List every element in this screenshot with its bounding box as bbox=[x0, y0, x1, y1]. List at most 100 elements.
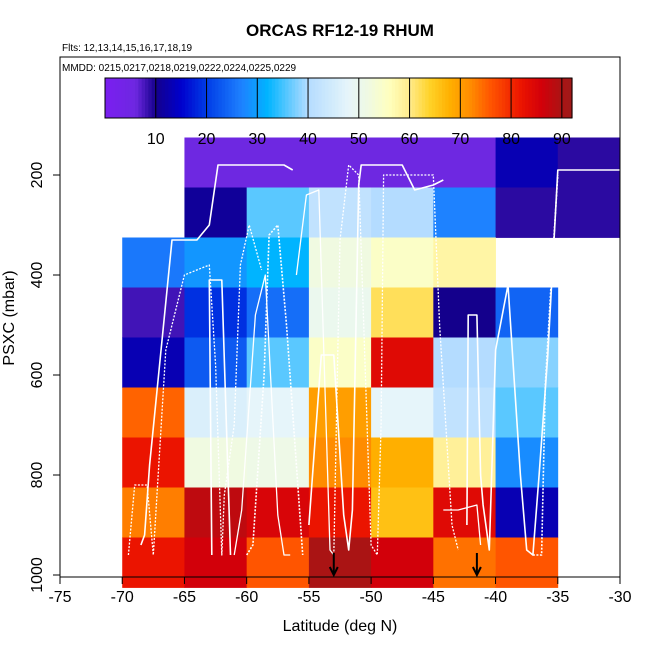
colorbar-swatch bbox=[345, 78, 350, 118]
colorbar-swatch bbox=[501, 78, 506, 118]
heatmap-cell bbox=[184, 187, 248, 238]
colorbar-swatch bbox=[348, 78, 353, 118]
colorbar-swatch bbox=[521, 78, 526, 118]
colorbar-tick-label: 80 bbox=[502, 131, 520, 148]
heatmap-cell bbox=[433, 437, 496, 488]
colorbar-swatch bbox=[558, 78, 563, 118]
colorbar-swatch bbox=[335, 78, 340, 118]
heatmap-cell bbox=[495, 137, 559, 188]
heatmap-cell bbox=[495, 387, 559, 438]
heatmap-cell bbox=[308, 387, 372, 438]
heatmap-cell bbox=[246, 137, 310, 188]
colorbar-swatch bbox=[258, 78, 263, 118]
heatmap-cell bbox=[371, 537, 434, 588]
colorbar-swatch bbox=[315, 78, 320, 118]
colorbar-swatch bbox=[465, 78, 470, 118]
colorbar-swatch bbox=[481, 78, 486, 118]
flight-tracks bbox=[127, 164, 620, 556]
y-tick-label: 600 bbox=[29, 362, 46, 389]
colorbar-swatch bbox=[275, 78, 280, 118]
arrow-markers bbox=[328, 553, 482, 578]
x-tick-label: -30 bbox=[608, 589, 631, 606]
colorbar: 10 20 30 40 50 60 70 80 90 bbox=[104, 77, 573, 148]
colorbar-swatch bbox=[248, 78, 253, 118]
colorbar-swatch bbox=[218, 78, 223, 118]
colorbar-swatch bbox=[181, 78, 186, 118]
colorbar-swatch bbox=[215, 78, 220, 118]
colorbar-swatch bbox=[341, 78, 346, 118]
heatmap-cell bbox=[122, 237, 185, 288]
heatmap-cell bbox=[308, 487, 372, 538]
x-tick-label: -65 bbox=[173, 589, 196, 606]
colorbar-swatch bbox=[505, 78, 510, 118]
colorbar-swatch bbox=[498, 78, 503, 118]
colorbar-swatch bbox=[141, 78, 146, 118]
colorbar-swatch bbox=[475, 78, 480, 118]
colorbar-swatch bbox=[298, 78, 303, 118]
colorbar-swatch bbox=[431, 78, 436, 118]
colorbar-swatch bbox=[418, 78, 423, 118]
colorbar-swatch bbox=[128, 78, 133, 118]
colorbar-swatch bbox=[205, 78, 210, 118]
flight-track bbox=[308, 164, 444, 551]
x-tick-label: -40 bbox=[484, 589, 507, 606]
flight-track bbox=[233, 274, 291, 556]
x-tick-label: -45 bbox=[422, 589, 445, 606]
heatmap-cell bbox=[246, 337, 310, 388]
colorbar-swatch bbox=[361, 78, 366, 118]
colorbar-swatch bbox=[538, 78, 543, 118]
colorbar-swatch bbox=[148, 78, 153, 118]
colorbar-swatch bbox=[368, 78, 373, 118]
colorbar-swatch bbox=[561, 78, 566, 118]
colorbar-swatch bbox=[245, 78, 250, 118]
colorbar-swatch bbox=[178, 78, 183, 118]
colorbar-swatch bbox=[265, 78, 270, 118]
heatmap-cell bbox=[371, 287, 434, 338]
flight-track bbox=[333, 164, 459, 556]
colorbar-swatch bbox=[211, 78, 216, 118]
colorbar-tick-label: 40 bbox=[299, 131, 317, 148]
flight-track bbox=[246, 224, 304, 556]
heatmap-cell bbox=[495, 487, 559, 538]
colorbar-swatch bbox=[385, 78, 390, 118]
colorbar-swatch bbox=[231, 78, 236, 118]
colorbar-swatch bbox=[455, 78, 460, 118]
colorbar-swatch bbox=[188, 78, 193, 118]
colorbar-swatch bbox=[468, 78, 473, 118]
colorbar-swatch bbox=[125, 78, 129, 118]
colorbar-swatch bbox=[551, 78, 556, 118]
colorbar-swatch bbox=[441, 78, 446, 118]
colorbar-swatch bbox=[168, 78, 173, 118]
colorbar-swatch bbox=[301, 78, 306, 118]
colorbar-swatch bbox=[351, 78, 356, 118]
heatmap-cell bbox=[433, 387, 496, 438]
colorbar-swatch bbox=[135, 78, 139, 118]
colorbar-swatch bbox=[451, 78, 456, 118]
colorbar-swatch bbox=[325, 78, 330, 118]
colorbar-swatch bbox=[488, 78, 493, 118]
heatmap-cell bbox=[433, 137, 496, 188]
colorbar-swatch bbox=[305, 78, 310, 118]
heatmap-cell bbox=[433, 287, 496, 338]
heatmap-cell bbox=[246, 387, 310, 438]
x-tick-label: -35 bbox=[546, 589, 569, 606]
heatmap-cell bbox=[308, 537, 372, 588]
heatmap-cell bbox=[122, 337, 185, 388]
colorbar-swatch bbox=[225, 78, 230, 118]
heatmap-cell bbox=[184, 537, 248, 588]
colorbar-tick-label: 20 bbox=[198, 131, 216, 148]
heatmap-cell bbox=[308, 337, 372, 388]
colorbar-swatch bbox=[365, 78, 370, 118]
heatmap-cell bbox=[308, 187, 372, 238]
y-tick-label: 400 bbox=[29, 262, 46, 289]
heatmap-cell bbox=[371, 437, 434, 488]
arrow-marker bbox=[328, 553, 339, 578]
heatmap-cell bbox=[246, 537, 310, 588]
colorbar-tick-label: 30 bbox=[248, 131, 266, 148]
heatmap-cell bbox=[495, 187, 559, 238]
colorbar-swatch bbox=[288, 78, 293, 118]
colorbar-swatch bbox=[438, 78, 443, 118]
heatmap-cell bbox=[433, 237, 496, 288]
colorbar-swatch bbox=[328, 78, 333, 118]
